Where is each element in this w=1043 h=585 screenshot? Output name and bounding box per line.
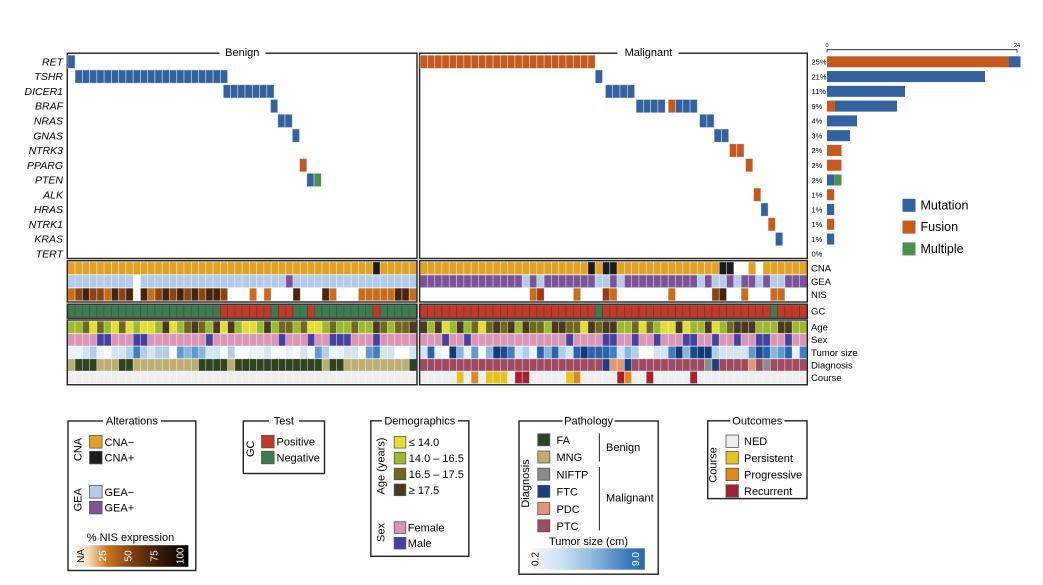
svg-text:Female: Female: [408, 523, 445, 535]
svg-text:NIFTP: NIFTP: [557, 469, 589, 481]
svg-text:DICER1: DICER1: [24, 86, 63, 98]
svg-text:CNA+: CNA+: [105, 453, 135, 465]
svg-text:Test: Test: [274, 416, 294, 428]
svg-text:NA: NA: [76, 549, 87, 563]
svg-text:FTC: FTC: [557, 487, 578, 499]
svg-text:0.2: 0.2: [531, 552, 542, 566]
svg-text:Alterations: Alterations: [106, 416, 158, 428]
svg-text:ALK: ALK: [42, 189, 64, 201]
svg-text:GEA+: GEA+: [105, 503, 135, 515]
svg-text:Outcomes: Outcomes: [732, 416, 783, 428]
svg-text:Malignant: Malignant: [606, 493, 654, 505]
svg-text:CNA: CNA: [73, 437, 85, 461]
svg-text:Fusion: Fusion: [921, 220, 959, 234]
svg-text:Pathology: Pathology: [564, 416, 613, 428]
svg-text:16.5 – 17.5: 16.5 – 17.5: [409, 469, 464, 481]
svg-text:2%: 2%: [812, 146, 823, 155]
svg-text:100: 100: [176, 547, 187, 564]
svg-text:1%: 1%: [812, 191, 823, 200]
svg-text:GNAS: GNAS: [33, 130, 63, 142]
svg-text:Multiple: Multiple: [921, 242, 964, 256]
svg-text:1%: 1%: [812, 220, 823, 229]
svg-text:≥ 17.5: ≥ 17.5: [409, 485, 440, 497]
svg-text:Age: Age: [811, 323, 828, 334]
svg-text:PTEN: PTEN: [35, 175, 63, 187]
svg-text:Diagnosis: Diagnosis: [811, 360, 853, 371]
svg-text:Progressive: Progressive: [744, 469, 802, 481]
svg-text:25%: 25%: [812, 58, 827, 67]
svg-text:GC: GC: [811, 307, 825, 318]
svg-text:2%: 2%: [812, 176, 823, 185]
svg-text:≤ 14.0: ≤ 14.0: [409, 437, 440, 449]
svg-text:FA: FA: [557, 435, 571, 447]
svg-text:75: 75: [150, 550, 161, 562]
svg-text:BRAF: BRAF: [35, 101, 64, 113]
svg-text:PTC: PTC: [557, 521, 579, 533]
svg-text:4%: 4%: [812, 117, 823, 126]
svg-text:Sex: Sex: [811, 335, 828, 346]
svg-text:Course: Course: [811, 373, 842, 384]
svg-text:14.0 – 16.5: 14.0 – 16.5: [409, 453, 464, 465]
svg-text:9.0: 9.0: [631, 552, 642, 566]
svg-text:Age (years): Age (years): [376, 438, 388, 495]
svg-text:1%: 1%: [812, 205, 823, 214]
svg-text:11%: 11%: [812, 87, 827, 96]
svg-text:HRAS: HRAS: [34, 204, 63, 216]
svg-text:KRAS: KRAS: [34, 234, 63, 246]
svg-text:NTRK1: NTRK1: [29, 219, 63, 231]
svg-text:0%: 0%: [812, 250, 823, 259]
svg-text:TERT: TERT: [36, 248, 65, 260]
svg-text:Benign: Benign: [606, 442, 640, 454]
svg-text:Benign: Benign: [225, 47, 259, 59]
svg-text:21%: 21%: [812, 72, 827, 81]
svg-text:Malignant: Malignant: [625, 47, 673, 59]
svg-text:CNA: CNA: [811, 264, 832, 275]
svg-text:NRAS: NRAS: [34, 115, 63, 127]
svg-text:Negative: Negative: [277, 453, 320, 465]
svg-text:NTRK3: NTRK3: [29, 145, 64, 157]
svg-text:Sex: Sex: [376, 523, 388, 542]
svg-text:NED: NED: [744, 436, 767, 448]
svg-text:GEA: GEA: [73, 488, 85, 512]
svg-text:Course: Course: [708, 447, 720, 482]
svg-text:3%: 3%: [812, 131, 823, 140]
svg-text:25: 25: [98, 550, 109, 562]
svg-text:Tumor size: Tumor size: [811, 348, 858, 359]
svg-text:PDC: PDC: [557, 504, 580, 516]
svg-text:MNG: MNG: [557, 452, 583, 464]
svg-text:50: 50: [124, 550, 135, 562]
svg-text:Tumor size (cm): Tumor size (cm): [549, 536, 628, 548]
svg-text:Male: Male: [408, 538, 432, 550]
svg-text:RET: RET: [42, 56, 65, 68]
svg-text:GC: GC: [245, 440, 257, 457]
svg-text:Demographics: Demographics: [384, 416, 455, 428]
svg-text:GEA: GEA: [811, 277, 832, 288]
svg-text:Diagnosis: Diagnosis: [520, 459, 532, 508]
svg-text:0: 0: [825, 43, 828, 49]
svg-text:% NIS expression: % NIS expression: [87, 532, 174, 544]
svg-text:24: 24: [1014, 43, 1020, 49]
svg-text:Mutation: Mutation: [921, 198, 969, 212]
svg-text:Positive: Positive: [277, 437, 316, 449]
svg-text:NIS: NIS: [811, 290, 827, 301]
svg-text:9%: 9%: [812, 102, 823, 111]
svg-text:GEA−: GEA−: [105, 487, 135, 499]
svg-text:Persistent: Persistent: [744, 453, 793, 465]
svg-text:PPARG: PPARG: [27, 160, 63, 172]
svg-text:TSHR: TSHR: [34, 71, 63, 83]
svg-text:CNA−: CNA−: [105, 437, 135, 449]
svg-text:2%: 2%: [812, 161, 823, 170]
svg-text:Recurrent: Recurrent: [744, 486, 792, 498]
svg-text:1%: 1%: [812, 235, 823, 244]
